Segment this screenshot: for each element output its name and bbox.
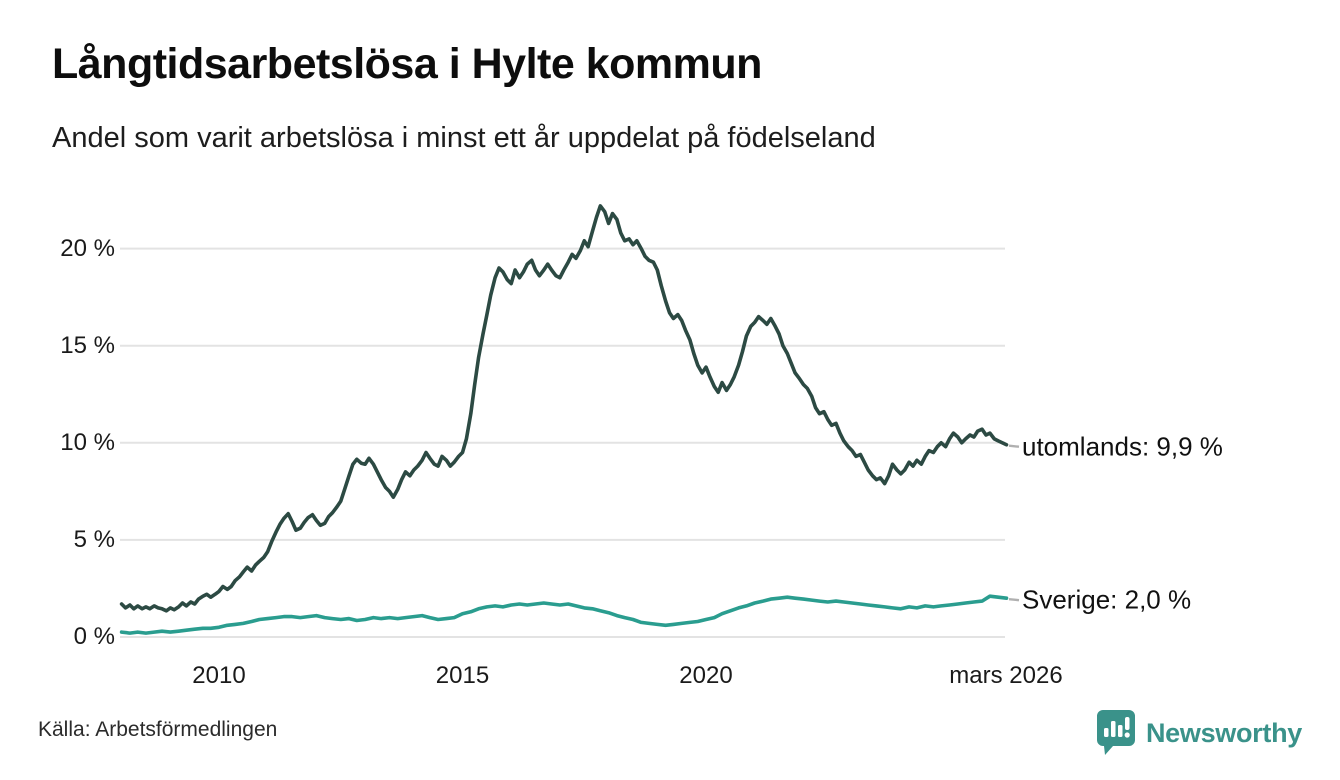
- y-tick-label: 15 %: [60, 331, 115, 359]
- label-connector-dash: [1008, 444, 1020, 448]
- x-tick-label: mars 2026: [949, 662, 1063, 689]
- y-tick-label: 20 %: [60, 234, 115, 262]
- page-title: Långtidsarbetslösa i Hylte kommun: [52, 40, 762, 88]
- series-line-sverige: [119, 594, 1009, 635]
- x-tick-label: 2010: [192, 662, 246, 689]
- x-tick-label: 2020: [679, 662, 733, 689]
- y-tick-label: 10 %: [60, 428, 115, 456]
- brand-name: Newsworthy: [1145, 717, 1302, 748]
- x-tick-label: 2015: [435, 662, 490, 689]
- brand-logo: Newsworthy: [1095, 708, 1302, 758]
- series-label-sverige: Sverige: 2,0 %: [1022, 584, 1192, 615]
- series-label-utomlands: utomlands: 9,9 %: [1022, 431, 1223, 462]
- y-tick-label: 0 %: [73, 623, 115, 650]
- y-tick-label: 5 %: [73, 525, 115, 553]
- series-line-utomlands: [119, 204, 1009, 613]
- bar-chart-speech-bubble-icon: [1095, 708, 1137, 758]
- label-connector-dash: [1008, 597, 1020, 602]
- page-subtitle: Andel som varit arbetslösa i minst ett å…: [52, 122, 876, 154]
- source-note: Källa: Arbetsförmedlingen: [38, 718, 278, 741]
